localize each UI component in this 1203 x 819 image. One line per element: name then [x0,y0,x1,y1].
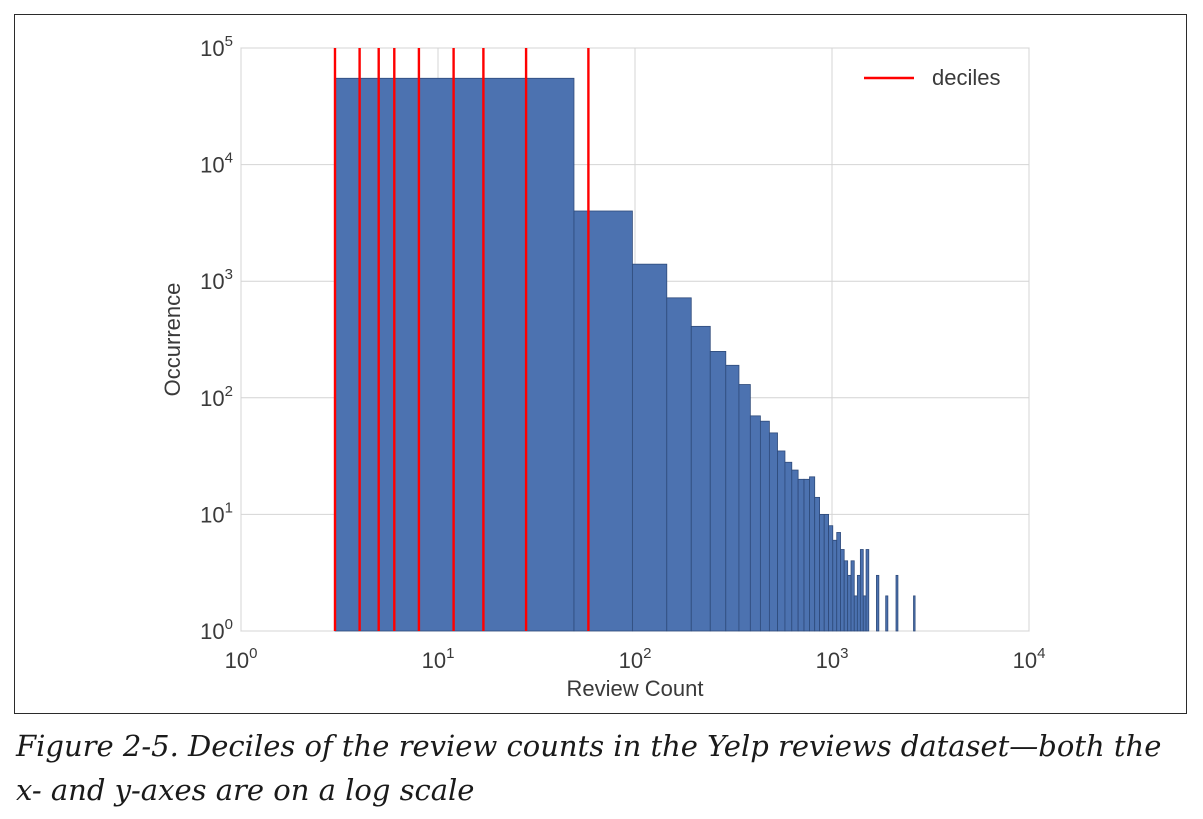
histogram-bar [797,478,805,632]
x-axis-label: Review Count [567,676,704,701]
chart: 100 101 102 103 104 100 101 102 103 104 105 Review … [160,33,1046,701]
histogram-bar [809,476,816,632]
histogram-bar [819,513,825,632]
histogram-bar [832,539,838,632]
histogram-bar [690,325,711,632]
x-tick-label: 100 [225,645,258,673]
y-tick-label: 103 [200,266,233,294]
histogram-bar [823,513,829,632]
histogram-bar [853,595,858,632]
histogram-bar [814,496,820,632]
legend: deciles [864,65,1000,90]
histogram-bar [862,595,867,632]
y-tick-label: 101 [200,499,233,527]
histogram-bar [856,574,861,632]
histogram-bar [573,210,633,632]
histogram-bar [847,574,852,632]
histogram-bar [784,461,793,632]
histogram-bar [840,549,845,632]
histogram-bar [777,450,786,632]
histogram-bar [666,297,692,632]
histogram-bar [876,574,880,632]
histogram-bar [895,574,899,632]
x-tick-label: 104 [1013,645,1046,673]
histogram-bar [631,263,668,632]
histogram-bar [749,415,761,632]
figure-caption: Figure 2-5. Deciles of the review counts… [16,729,1162,807]
y-tick-label: 104 [200,150,233,178]
histogram-bar [828,525,834,632]
histogram-bar [843,560,849,632]
y-tick-label: 105 [200,33,233,61]
histogram-bar [759,420,770,632]
histogram-bar [803,478,810,632]
histogram-bar [865,549,870,632]
histogram-bar [725,364,740,632]
legend-label: deciles [932,65,1000,90]
decile-lines [333,48,590,631]
histogram-bar [791,469,799,632]
histogram-bar [768,432,778,632]
x-tick-label: 102 [619,645,652,673]
x-tick-label: 103 [816,645,849,673]
histogram-bar [709,351,727,632]
histogram-bar [850,560,855,632]
y-axis-label: Occurrence [160,283,185,397]
y-tick-label: 102 [200,383,233,411]
y-tick-label: 100 [200,616,233,644]
figure-frame: 100 101 102 103 104 100 101 102 103 104 105 Review … [14,14,1187,714]
histogram-bar [885,595,889,632]
histogram-bar [913,595,916,632]
histogram-bar [859,549,864,632]
histogram-bar [738,384,751,632]
x-tick-label: 101 [422,645,455,673]
histogram-bar [836,532,841,632]
